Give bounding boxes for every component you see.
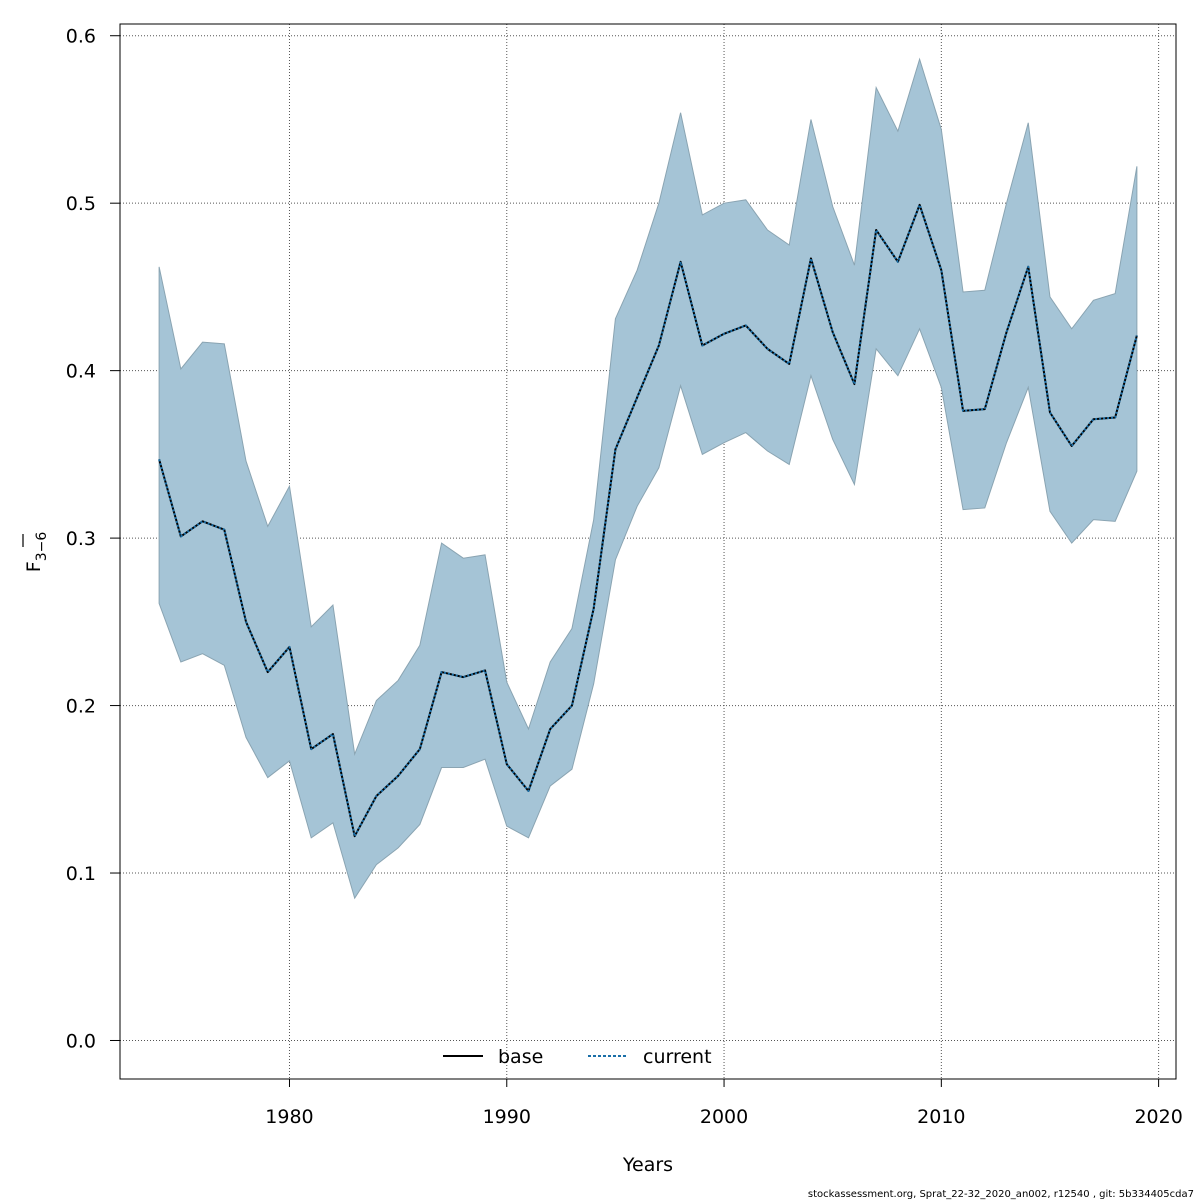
y-axis-title-main: F — [23, 561, 45, 572]
legend-label-current: current — [643, 1046, 712, 1068]
series-line-current — [158, 203, 1138, 838]
x-tick-label-2010: 2010 — [917, 1106, 965, 1128]
legend: base current — [443, 1046, 712, 1068]
confidence-band — [158, 57, 1138, 900]
x-tick-label-2000: 2000 — [700, 1106, 748, 1128]
y-tick-label-0.0: 0.0 — [66, 1030, 96, 1052]
x-tick-label-1990: 1990 — [483, 1106, 531, 1128]
y-tick-label-0.6: 0.6 — [66, 26, 96, 48]
x-tick-label-1980: 1980 — [265, 1106, 313, 1128]
y-tick-label-0.4: 0.4 — [66, 361, 96, 383]
y-axis-title-sub: 3−6 — [34, 532, 50, 562]
plot-frame — [119, 23, 1177, 1080]
legend-label-base: base — [498, 1046, 543, 1068]
y-tick-label-0.5: 0.5 — [66, 193, 96, 215]
footer-credit: stockassessment.org, Sprat_22-32_2020_an… — [808, 1189, 1194, 1200]
y-tick-label-0.2: 0.2 — [66, 696, 96, 718]
y-axis: 0.0 0.1 0.2 0.3 0.4 0.5 0.6 — [66, 26, 120, 1052]
series-lines — [158, 203, 1138, 838]
y-tick-label-0.1: 0.1 — [66, 863, 96, 885]
x-axis-title: Years — [622, 1154, 673, 1176]
x-axis: 1980 1990 2000 2010 2020 — [265, 1079, 1183, 1128]
y-tick-label-0.3: 0.3 — [66, 528, 96, 550]
svg-text:F3−6: F3−6 — [23, 532, 50, 573]
x-tick-label-2020: 2020 — [1134, 1106, 1182, 1128]
y-axis-title: F3−6 — [23, 532, 50, 573]
